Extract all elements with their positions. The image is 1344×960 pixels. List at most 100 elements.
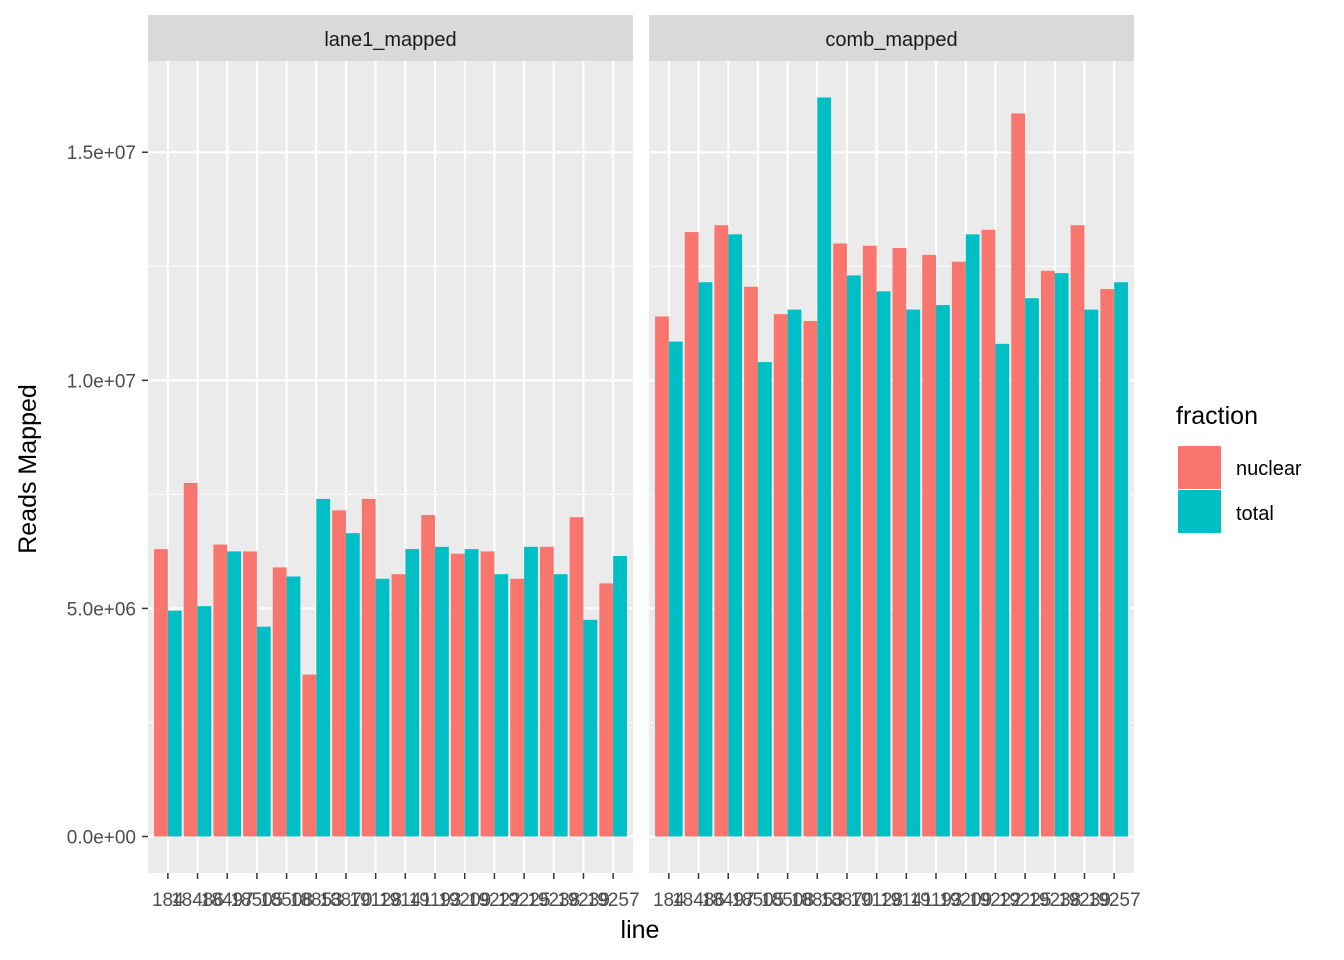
bar-nuclear-lane1_mapped-5 (302, 674, 317, 837)
bar-nuclear-comb_mapped-6 (833, 243, 847, 837)
bar-nuclear-lane1_mapped-10 (450, 553, 465, 837)
x-tick-label: 19141 (880, 890, 933, 911)
bar-nuclear-comb_mapped-3 (744, 286, 758, 837)
bar-nuclear-comb_mapped-14 (1070, 225, 1085, 837)
x-tick-label: 184 (152, 890, 184, 911)
y-tick-label: 5.0e+06 (67, 599, 136, 620)
facet-strip-label: lane1_mapped (324, 29, 456, 51)
bar-total-comb_mapped-0 (668, 341, 683, 837)
facet-panels: lane1_mapped1841848618497185051850818853… (148, 15, 1141, 911)
bar-total-comb_mapped-4 (787, 309, 802, 837)
x-tick-label: 18497 (201, 890, 254, 911)
bar-nuclear-lane1_mapped-8 (391, 574, 406, 837)
x-tick-label: 18497 (702, 890, 755, 911)
bar-nuclear-comb_mapped-0 (655, 316, 669, 837)
bar-nuclear-lane1_mapped-4 (272, 567, 287, 837)
bar-nuclear-comb_mapped-11 (981, 229, 996, 837)
x-tick-label: 19222 (468, 890, 521, 911)
bar-total-lane1_mapped-10 (464, 549, 479, 837)
bar-nuclear-comb_mapped-4 (773, 314, 788, 837)
x-tick-label: 18508 (260, 890, 313, 911)
bar-total-comb_mapped-7 (876, 291, 891, 837)
bar-total-lane1_mapped-6 (345, 533, 360, 837)
x-tick-label: 18505 (731, 890, 784, 911)
legend-key-total (1178, 490, 1221, 533)
x-tick-label: 19225 (999, 890, 1052, 911)
x-tick-label: 18486 (171, 890, 224, 911)
bar-total-lane1_mapped-3 (256, 626, 271, 837)
x-tick-label: 184 (653, 890, 685, 911)
y-tick-label: 1.5e+07 (67, 143, 136, 164)
x-axis-title: line (621, 916, 660, 944)
facet-strip-label: comb_mapped (825, 29, 957, 51)
x-tick-label: 18508 (761, 890, 814, 911)
x-tick-label: 18486 (672, 890, 725, 911)
x-tick-label: 18870 (320, 890, 373, 911)
x-tick-label: 19239 (557, 890, 610, 911)
x-tick-label: 19209 (939, 890, 992, 911)
bar-total-lane1_mapped-7 (375, 578, 390, 837)
x-tick-label: 18853 (290, 890, 343, 911)
facet-panel-comb_mapped: comb_mapped18418486184971850518508188531… (649, 15, 1141, 911)
x-tick-label: 19193 (409, 890, 462, 911)
y-axis-title: Reads Mapped (14, 384, 42, 554)
legend-label-nuclear: nuclear (1236, 458, 1302, 480)
bar-total-lane1_mapped-15 (613, 555, 627, 837)
bar-total-comb_mapped-5 (817, 97, 832, 837)
bar-total-lane1_mapped-4 (286, 576, 301, 837)
bar-nuclear-lane1_mapped-15 (599, 583, 614, 837)
legend: fraction nuclear total (1176, 402, 1302, 533)
bar-nuclear-lane1_mapped-6 (332, 510, 346, 837)
bar-total-comb_mapped-3 (757, 362, 772, 837)
bar-nuclear-comb_mapped-15 (1100, 289, 1115, 837)
bar-nuclear-lane1_mapped-11 (480, 551, 495, 837)
bar-total-comb_mapped-8 (906, 309, 921, 837)
bar-nuclear-comb_mapped-13 (1040, 270, 1055, 837)
bar-nuclear-comb_mapped-12 (1011, 113, 1026, 837)
x-tick-label: 19257 (587, 890, 640, 911)
bar-nuclear-comb_mapped-2 (714, 225, 729, 837)
bar-total-lane1_mapped-8 (405, 549, 420, 837)
x-tick-label: 19209 (438, 890, 491, 911)
bar-total-lane1_mapped-12 (524, 546, 538, 837)
bar-total-lane1_mapped-11 (494, 574, 509, 837)
bar-nuclear-lane1_mapped-7 (361, 498, 376, 837)
bar-total-comb_mapped-13 (1054, 273, 1069, 837)
bar-nuclear-lane1_mapped-2 (213, 544, 228, 837)
bar-nuclear-comb_mapped-8 (892, 248, 907, 837)
bar-total-comb_mapped-15 (1114, 282, 1128, 837)
bar-nuclear-lane1_mapped-3 (243, 551, 257, 837)
x-tick-label: 18870 (821, 890, 874, 911)
legend-label-total: total (1236, 503, 1274, 525)
x-tick-label: 19257 (1088, 890, 1141, 911)
bar-total-comb_mapped-1 (698, 282, 713, 837)
x-tick-label: 19238 (527, 890, 580, 911)
x-tick-label: 19193 (910, 890, 963, 911)
bar-total-lane1_mapped-1 (197, 606, 212, 837)
bar-nuclear-lane1_mapped-1 (183, 482, 198, 837)
bar-total-lane1_mapped-5 (316, 498, 331, 837)
x-tick-label: 19238 (1028, 890, 1081, 911)
bar-total-comb_mapped-2 (728, 234, 743, 837)
bar-nuclear-lane1_mapped-13 (539, 546, 554, 837)
bar-nuclear-lane1_mapped-9 (421, 514, 436, 837)
legend-title: fraction (1176, 402, 1258, 430)
bar-nuclear-lane1_mapped-0 (154, 549, 168, 837)
bar-nuclear-comb_mapped-9 (922, 254, 937, 837)
bar-total-lane1_mapped-13 (553, 574, 568, 837)
x-tick-label: 19222 (969, 890, 1022, 911)
facet-panel-lane1_mapped: lane1_mapped 1841848618497185051850818853… (148, 15, 640, 911)
bar-nuclear-comb_mapped-10 (951, 261, 966, 837)
facet-strip (148, 15, 633, 61)
x-tick-label: 19128 (850, 890, 903, 911)
x-tick-label: 19128 (349, 890, 402, 911)
bar-total-comb_mapped-11 (995, 343, 1010, 837)
bar-nuclear-comb_mapped-7 (862, 245, 877, 837)
x-tick-label: 19141 (379, 890, 432, 911)
x-tick-label: 18853 (791, 890, 844, 911)
bar-total-comb_mapped-10 (965, 234, 980, 837)
bar-total-comb_mapped-12 (1025, 298, 1039, 837)
bar-nuclear-comb_mapped-1 (684, 232, 699, 837)
y-tick-label: 1.0e+07 (67, 371, 136, 392)
